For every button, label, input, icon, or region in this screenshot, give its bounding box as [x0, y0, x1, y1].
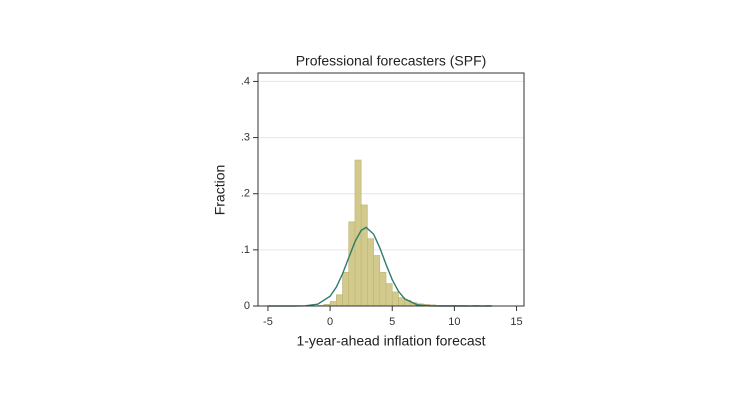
histogram-bar: [342, 272, 350, 307]
histogram-bar: [385, 283, 393, 307]
histogram-bar: [348, 221, 356, 307]
x-axis-label: 1-year-ahead inflation forecast: [296, 333, 485, 349]
x-tick-label: 15: [510, 316, 522, 328]
y-tick-label: .2: [241, 188, 250, 200]
x-tick-label: -5: [263, 316, 273, 328]
x-tick-label: 5: [389, 316, 395, 328]
x-tick-label: 0: [327, 316, 333, 328]
y-tick-label: .3: [241, 131, 250, 143]
density-curve: [267, 226, 492, 307]
histogram-bar: [391, 291, 399, 307]
y-tick-label: 0: [244, 300, 250, 312]
y-tick-label: .4: [241, 75, 250, 87]
histogram-bar: [336, 294, 343, 307]
histogram-bar: [398, 297, 405, 307]
x-tick-label: 10: [448, 316, 460, 328]
histogram-bar: [329, 301, 337, 307]
y-tick-label: .1: [241, 244, 250, 256]
plot-frame: [257, 72, 525, 307]
histogram-bar: [360, 204, 368, 307]
y-axis-label: Fraction: [212, 165, 228, 216]
histogram-bar: [373, 255, 381, 307]
chart-title: Professional forecasters (SPF): [296, 53, 487, 69]
histogram-bar: [379, 272, 387, 307]
histogram-bar: [367, 238, 374, 307]
